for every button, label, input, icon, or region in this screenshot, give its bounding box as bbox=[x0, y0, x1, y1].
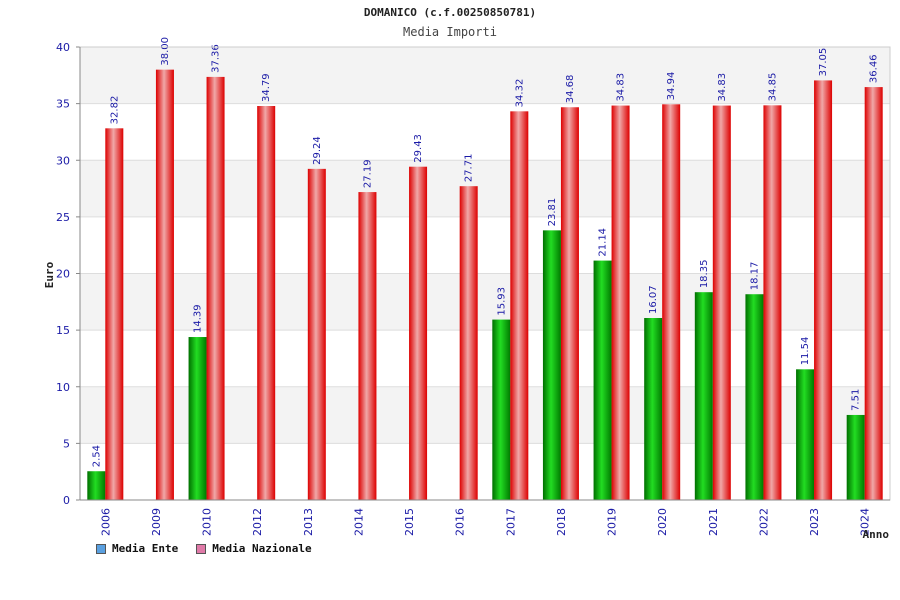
x-tick-label: 2017 bbox=[504, 508, 517, 536]
bar-media-ente bbox=[188, 337, 207, 500]
bar-media-ente bbox=[644, 318, 663, 500]
y-tick-label: 20 bbox=[56, 268, 70, 281]
chart-title: DOMANICO (c.f.00250850781) bbox=[363, 6, 537, 19]
legend-swatch-ente bbox=[96, 543, 106, 554]
x-tick-label: 2013 bbox=[302, 508, 315, 536]
bar-media-nazionale bbox=[459, 186, 478, 500]
data-label: 37.36 bbox=[211, 44, 222, 73]
x-tick-label: 2006 bbox=[99, 508, 112, 536]
bar-media-ente bbox=[694, 292, 713, 500]
x-tick-label: 2015 bbox=[403, 508, 416, 536]
y-tick-label: 35 bbox=[56, 98, 70, 111]
x-tick-label: 2024 bbox=[859, 508, 872, 536]
legend-swatch-nazionale bbox=[196, 543, 207, 554]
y-tick-label: 15 bbox=[56, 324, 70, 337]
y-tick-label: 25 bbox=[56, 211, 70, 224]
bar-media-nazionale bbox=[611, 105, 630, 501]
x-axis-title: Anno bbox=[863, 528, 890, 541]
bar-media-nazionale bbox=[814, 80, 833, 500]
data-label: 29.24 bbox=[312, 136, 323, 165]
data-label: 37.05 bbox=[818, 48, 829, 77]
data-label: 2.54 bbox=[91, 445, 102, 467]
bar-media-nazionale bbox=[864, 87, 883, 500]
data-label: 32.82 bbox=[109, 96, 120, 125]
chart-legend: Media Ente Media Nazionale bbox=[96, 542, 312, 555]
data-label: 34.83 bbox=[616, 73, 627, 102]
x-tick-label: 2023 bbox=[808, 508, 821, 536]
data-label: 21.14 bbox=[598, 228, 609, 257]
bar-media-nazionale bbox=[307, 168, 326, 500]
data-label: 27.19 bbox=[362, 159, 373, 188]
chart-subtitle: Media Importi bbox=[403, 25, 497, 39]
y-tick-label: 30 bbox=[56, 154, 70, 167]
x-tick-label: 2020 bbox=[656, 508, 669, 536]
y-tick-label: 0 bbox=[63, 494, 70, 507]
bar-media-ente bbox=[846, 414, 865, 500]
x-tick-label: 2010 bbox=[201, 508, 214, 536]
bar-media-nazionale bbox=[510, 111, 529, 501]
data-label: 23.81 bbox=[547, 198, 558, 227]
y-tick-label: 5 bbox=[63, 437, 70, 450]
bar-media-nazionale bbox=[662, 104, 681, 500]
data-label: 34.85 bbox=[767, 73, 778, 102]
bar-media-ente bbox=[492, 319, 511, 500]
bar-media-nazionale bbox=[763, 105, 782, 500]
bar-media-nazionale bbox=[358, 192, 377, 501]
bar-media-ente bbox=[542, 230, 561, 500]
data-label: 18.35 bbox=[699, 260, 710, 289]
legend-label-nazionale: Media Nazionale bbox=[212, 542, 312, 555]
data-label: 34.79 bbox=[261, 73, 272, 102]
data-label: 15.93 bbox=[496, 287, 507, 316]
x-tick-label: 2016 bbox=[454, 508, 467, 536]
x-tick-label: 2018 bbox=[555, 508, 568, 536]
y-tick-label: 40 bbox=[56, 41, 70, 54]
data-label: 11.54 bbox=[800, 337, 811, 366]
data-label: 29.43 bbox=[413, 134, 424, 163]
bar-media-ente bbox=[745, 294, 764, 500]
data-label: 38.00 bbox=[160, 37, 171, 66]
data-label: 34.68 bbox=[565, 75, 576, 104]
x-tick-label: 2014 bbox=[352, 508, 365, 536]
bar-media-ente bbox=[796, 369, 815, 500]
legend-item-nazionale: Media Nazionale bbox=[196, 542, 312, 555]
bar-media-nazionale bbox=[560, 107, 579, 501]
y-tick-label: 10 bbox=[56, 381, 70, 394]
data-label: 34.32 bbox=[514, 79, 525, 108]
bar-media-nazionale bbox=[155, 69, 174, 501]
bar-media-nazionale bbox=[257, 106, 276, 501]
data-label: 16.07 bbox=[648, 285, 659, 314]
bar-media-nazionale bbox=[409, 166, 428, 500]
x-tick-label: 2019 bbox=[606, 508, 619, 536]
x-tick-label: 2009 bbox=[150, 508, 163, 536]
data-label: 34.94 bbox=[666, 72, 677, 101]
data-label: 14.39 bbox=[193, 304, 204, 333]
data-label: 7.51 bbox=[851, 389, 862, 411]
x-tick-label: 2012 bbox=[251, 508, 264, 536]
legend-label-ente: Media Ente bbox=[112, 542, 179, 555]
data-label: 18.17 bbox=[749, 262, 760, 291]
bar-media-nazionale bbox=[712, 105, 731, 501]
x-tick-label: 2021 bbox=[707, 508, 720, 536]
data-label: 36.46 bbox=[869, 54, 880, 83]
y-axis-title: Euro bbox=[43, 261, 56, 288]
bar-media-ente bbox=[593, 260, 612, 500]
bar-media-nazionale bbox=[105, 128, 124, 500]
data-label: 27.71 bbox=[464, 154, 475, 183]
bar-media-nazionale bbox=[206, 76, 225, 500]
data-label: 34.83 bbox=[717, 73, 728, 102]
legend-item-ente: Media Ente bbox=[96, 542, 178, 555]
bar-media-ente bbox=[87, 471, 106, 500]
x-tick-label: 2022 bbox=[757, 508, 770, 536]
